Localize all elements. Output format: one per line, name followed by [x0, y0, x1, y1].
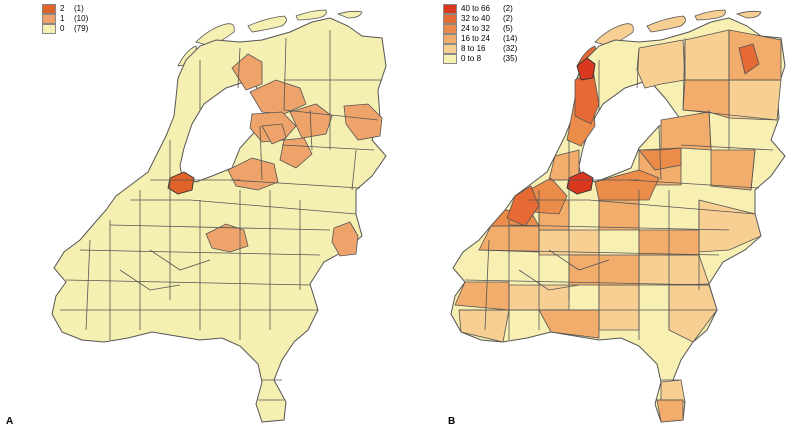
wadden-islands [576, 9, 762, 67]
panel-label-a: A [6, 416, 14, 427]
legend-item: 40 to 66 (2) [443, 4, 517, 14]
legend-label: 16 to 24 [461, 34, 490, 43]
legend-swatch [443, 44, 457, 54]
legend-count: (2) [503, 14, 513, 23]
region-value-1 [261, 123, 287, 145]
legend-label: 8 to 16 [461, 44, 486, 53]
region-value-1 [289, 103, 333, 139]
legend-label: 40 to 66 [461, 4, 490, 13]
legend-count: (14) [503, 34, 518, 43]
legend-swatch [42, 4, 56, 14]
region-value-1 [331, 221, 359, 257]
map-panel-a: 2 (1) 1 (10) 0 (79) A [6, 4, 387, 427]
legend-count: (10) [74, 14, 89, 23]
legend-item: 0 (79) [42, 24, 88, 34]
legend-count: (32) [503, 44, 518, 53]
region-value-2 [167, 171, 195, 195]
legend-swatch [443, 24, 457, 34]
legend-count: (1) [74, 4, 84, 13]
legend-b: 40 to 66 (2) 32 to 40 (2) 24 to 32 (5) 1… [443, 4, 517, 64]
map-panel-b: 40 to 66 (2) 32 to 40 (2) 24 to 32 (5) 1… [399, 0, 798, 433]
legend-label: 2 [60, 4, 65, 13]
region-value-1 [343, 103, 383, 141]
region-value-1 [249, 79, 307, 115]
legend-swatch [443, 14, 457, 24]
legend-label: 32 to 40 [461, 14, 490, 23]
land-base [51, 17, 387, 423]
legend-swatch [42, 24, 56, 34]
legend-count: (2) [503, 4, 513, 13]
legend-label: 1 [60, 14, 65, 23]
legend-label: 24 to 32 [461, 24, 490, 33]
legend-label: 0 to 8 [461, 54, 482, 63]
legend-item: 24 to 32 (5) [443, 24, 517, 34]
legend-swatch [443, 4, 457, 14]
legend-count: (79) [74, 24, 89, 33]
regions-40-to-66 [566, 57, 596, 195]
legend-swatch [42, 14, 56, 24]
panel-label-b: B [448, 416, 456, 427]
legend-item: 0 to 8 (35) [443, 54, 517, 64]
legend-item: 1 (10) [42, 14, 88, 24]
legend-a: 2 (1) 1 (10) 0 (79) [42, 4, 88, 34]
legend-swatch [443, 54, 457, 64]
legend-item: 2 (1) [42, 4, 88, 14]
region-value-1 [205, 223, 249, 253]
regions-32-to-40 [506, 43, 760, 227]
legend-count: (35) [503, 54, 518, 63]
regions-16-to-24 [454, 29, 782, 423]
legend-count: (5) [503, 24, 513, 33]
legend-item: 8 to 16 (32) [443, 44, 517, 54]
legend-item: 16 to 24 (14) [443, 34, 517, 44]
legend-label: 0 [60, 24, 65, 33]
legend-swatch [443, 34, 457, 44]
netherlands-map-b [450, 9, 786, 423]
netherlands-map-a [51, 9, 387, 423]
legend-item: 32 to 40 (2) [443, 14, 517, 24]
